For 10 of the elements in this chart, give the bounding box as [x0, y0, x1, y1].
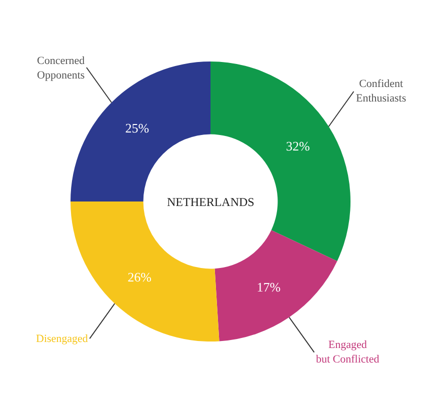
- slice-label: Concerned Opponents: [37, 55, 86, 82]
- data-label: 17%: [256, 280, 281, 295]
- data-label: 32%: [286, 138, 310, 154]
- text: NETHERLANDS: [167, 195, 254, 209]
- data-label: 25%: [125, 120, 150, 136]
- slice-label: Disengaged: [36, 333, 88, 345]
- donut-slice: [214, 230, 338, 342]
- slice-label: Confident Enthusiasts: [356, 78, 406, 104]
- slice-label: Engaged but Conflicted: [316, 339, 380, 366]
- data-label: 26%: [128, 270, 152, 285]
